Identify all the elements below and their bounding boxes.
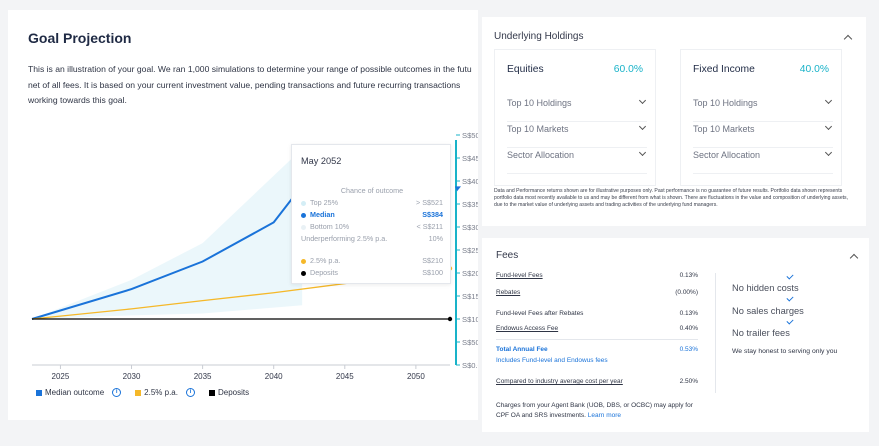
y-tick-label: S$50.0 (462, 338, 478, 347)
y-tick-label: S$100 (462, 315, 478, 324)
legend-pa[interactable]: 2.5% p.a. (135, 388, 178, 397)
outcome-range-band (32, 148, 303, 319)
agent-bank-note-text: Charges from your Agent Bank (UOB, DBS, … (496, 402, 693, 419)
check-icon (786, 294, 794, 302)
chevron-down-icon (824, 122, 833, 131)
equities-panel: Equities 60.0% Top 10 Holdings Top 10 Ma… (494, 49, 656, 186)
series-line-0 (31, 184, 303, 320)
median-marker (455, 186, 461, 192)
equities-top10-markets[interactable]: Top 10 Markets (507, 122, 647, 148)
legend-deposits[interactable]: Deposits (208, 388, 249, 397)
goal-projection-card: 2025 2030 2035 2040 2045 2050 S$0.0 S$50.0 S$100… (8, 10, 478, 420)
chevron-down-icon (638, 148, 647, 157)
perk-no-sales-charges: No sales charges (732, 306, 804, 316)
check-icon (786, 272, 794, 280)
x-tick-label-2045: 2045 (336, 372, 354, 381)
equities-sector-allocation[interactable]: Sector Allocation (507, 148, 647, 174)
median-dot-icon (301, 212, 306, 218)
fee-row-industry: Compared to industry average cost per ye… (496, 378, 698, 385)
fees-title: Fees (496, 250, 519, 261)
fee-divider (496, 339, 698, 340)
chevron-down-icon (824, 148, 833, 157)
equities-label: Equities (507, 64, 544, 75)
fees-divider (715, 273, 716, 393)
fee-row-includes: Includes Fund-level and Endowus fees (496, 357, 608, 364)
desc-line-2: net of all fees. It is based on your cur… (28, 79, 461, 90)
y-tick-label: S$300 (462, 223, 478, 232)
tooltip-chance-label: Chance of outcome (340, 186, 404, 195)
fixed-pct: 40.0% (799, 64, 829, 75)
top-dot-icon (301, 200, 306, 206)
holdings-disclaimer: Data and Performance returns shown are f… (494, 188, 849, 209)
tooltip-row-underperform: Underperforming 2.5% p.a. 10% (301, 234, 443, 243)
tooltip-row-median: Median S$384 (301, 210, 443, 219)
marker-2 (447, 316, 453, 322)
fund-level-fees-link[interactable]: Fund-level Fees (496, 272, 543, 279)
fixed-label: Fixed Income (693, 64, 755, 75)
y-tick-label: S$450 (462, 154, 478, 163)
deposits-dot-icon (301, 270, 306, 276)
pa-dot-icon (301, 258, 306, 264)
legend-median[interactable]: Median outcome (36, 388, 104, 397)
x-tick-label-2035: 2035 (194, 372, 212, 381)
holdings-title: Underlying Holdings (494, 31, 584, 42)
collapse-chevron-icon[interactable] (849, 253, 859, 263)
fees-card: Fees Fund-level Fees 0.13% Rebates (0.00%)… (482, 238, 869, 432)
y-tick-label: S$150 (462, 292, 478, 301)
chevron-down-icon (824, 96, 833, 105)
tooltip-row-pa: 2.5% p.a. S$210 (301, 256, 443, 265)
x-tick-label-2030: 2030 (123, 372, 141, 381)
rebates-link[interactable]: Rebates (496, 289, 521, 296)
fixed-top10-holdings[interactable]: Top 10 Holdings (693, 96, 833, 122)
chart-legend: Median outcome i 2.5% p.a. i Deposits (36, 388, 249, 397)
access-fee-link[interactable]: Endowus Access Fee (496, 325, 559, 332)
goal-title: Goal Projection (28, 30, 132, 46)
fixed-income-panel: Fixed Income 40.0% Top 10 Holdings Top 1… (680, 49, 842, 186)
info-icon[interactable]: i (185, 388, 195, 397)
y-tick-label: S$250 (462, 246, 478, 255)
tooltip-date: May 2052 (301, 156, 342, 166)
y-tick-label: S$200 (462, 269, 478, 278)
equities-pct: 60.0% (613, 64, 643, 75)
perk-no-hidden-costs: No hidden costs (732, 283, 799, 293)
info-icon[interactable]: i (112, 388, 122, 397)
y-tick-label: S$0.0 (462, 361, 478, 370)
chart-tooltip: May 2052 Chance of outcome Top 25% > S$5… (291, 144, 451, 284)
fixed-top10-markets[interactable]: Top 10 Markets (693, 122, 833, 148)
pa-swatch-icon (135, 389, 142, 396)
tooltip-row-deposits: Deposits S$100 (301, 268, 443, 277)
chevron-down-icon (638, 96, 647, 105)
goal-description: This is an illustration of your goal. We… (28, 62, 478, 109)
fixed-sector-allocation[interactable]: Sector Allocation (693, 148, 833, 174)
x-tick-label-2025: 2025 (52, 372, 70, 381)
check-icon (786, 317, 794, 325)
industry-average-link[interactable]: Compared to industry average cost per ye… (496, 378, 623, 385)
fee-row-fund-level: Fund-level Fees 0.13% (496, 272, 698, 279)
learn-more-link[interactable]: Learn more (587, 412, 622, 419)
median-swatch-icon (36, 389, 42, 396)
agent-bank-note: Charges from your Agent Bank (UOB, DBS, … (496, 401, 706, 421)
equities-top10-holdings[interactable]: Top 10 Holdings (507, 96, 647, 122)
tooltip-row-bottom: Bottom 10% < S$211 (301, 222, 443, 231)
x-tick-label-2040: 2040 (265, 372, 283, 381)
y-tick-label: S$400 (462, 177, 478, 186)
fee-row-rebates: Rebates (0.00%) (496, 289, 698, 296)
deposits-swatch-icon (208, 389, 215, 396)
perk-no-trailer-fees: No trailer fees (732, 328, 790, 338)
desc-line-3: working towards this goal. (28, 95, 127, 105)
y-tick-label: S$50 (462, 131, 478, 140)
collapse-chevron-icon[interactable] (843, 34, 853, 44)
tooltip-row-top: Top 25% > S$521 (301, 198, 443, 207)
honest-statement: We stay honest to serving only you (732, 348, 838, 355)
y-tick-label: S$350 (462, 200, 478, 209)
underlying-holdings-card: Underlying Holdings Equities 60.0% Top 1… (482, 17, 866, 226)
chevron-down-icon (638, 122, 647, 131)
x-tick-label-2050: 2050 (407, 372, 425, 381)
bottom-dot-icon (301, 224, 306, 230)
fee-row-after-rebates: Fund-level Fees after Rebates 0.13% (496, 310, 698, 317)
fee-row-total: Total Annual Fee 0.53% (496, 346, 698, 353)
desc-line-1: This is an illustration of your goal. We… (28, 64, 472, 74)
fee-row-access-fee: Endowus Access Fee 0.40% (496, 325, 698, 332)
